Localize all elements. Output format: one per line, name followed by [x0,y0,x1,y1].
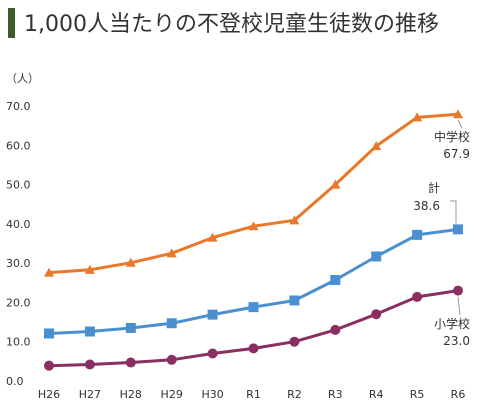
series-label-value: 38.6 [413,199,440,213]
data-point-square [453,224,463,235]
series-label-name: 小学校 [434,316,470,331]
data-point-triangle [125,257,136,267]
data-point-square [289,295,300,306]
data-point-circle [412,291,423,302]
data-point-triangle [371,141,382,151]
data-point-square [248,302,259,313]
data-point-circle [84,359,95,370]
data-point-triangle [84,264,95,274]
x-tick-label: H28 [120,388,142,401]
x-tick-label: R6 [451,388,466,401]
data-point-square [125,322,136,333]
x-tick-label: R5 [410,388,425,401]
y-tick-label: 50.0 [6,179,31,192]
x-tick-label: H26 [38,388,60,401]
data-point-triangle [166,248,177,258]
y-axis-label: （人） [6,72,39,85]
series-line-2 [48,289,459,368]
data-point-triangle [248,221,259,231]
x-tick-label: R2 [287,388,302,401]
x-tick-label: H29 [161,388,183,401]
y-tick-label: 30.0 [6,257,31,270]
data-point-circle [453,285,463,296]
x-tick-label: R3 [328,388,343,401]
y-tick-label: 40.0 [6,218,31,231]
data-point-circle [248,343,259,354]
data-point-square [412,229,423,240]
x-tick-label: H30 [201,388,223,401]
data-point-square [44,328,54,339]
x-tick-label: H27 [79,388,101,401]
y-tick-label: 20.0 [6,296,31,309]
data-point-square [166,318,177,329]
data-point-square [330,275,341,286]
data-point-triangle [207,232,218,242]
data-point-square [371,251,382,262]
y-tick-label: 60.0 [6,139,31,152]
series-label-name: 中学校 [434,129,470,144]
series-line-0 [48,112,459,275]
series-label-name: 計 [428,180,440,195]
data-point-triangle [44,267,54,277]
data-point-triangle [289,215,300,225]
y-tick-label: 0.0 [6,375,24,388]
x-tick-label: R1 [246,388,261,401]
data-point-square [84,326,95,337]
y-tick-label: 70.0 [6,100,31,113]
title-accent-bar [8,8,15,38]
y-tick-label: 10.0 [6,336,31,349]
series-line-1 [48,227,459,335]
x-tick-label: R4 [369,388,384,401]
series-label-value: 67.9 [443,147,470,161]
series-label-value: 23.0 [443,334,470,348]
data-point-square [207,309,218,320]
data-point-circle [289,336,300,347]
leader-line [450,200,457,224]
leader-line [457,120,463,129]
data-point-triangle [453,109,463,119]
chart-title: 1,000人当たりの不登校児童生徒数の推移 [24,12,439,37]
data-point-triangle [330,179,341,189]
data-point-circle [125,357,136,368]
leader-line [457,296,461,316]
data-point-circle [371,309,382,320]
data-point-circle [44,360,54,371]
data-point-triangle [412,112,423,122]
data-point-circle [166,354,177,365]
data-point-circle [207,348,218,359]
data-point-circle [330,324,341,335]
